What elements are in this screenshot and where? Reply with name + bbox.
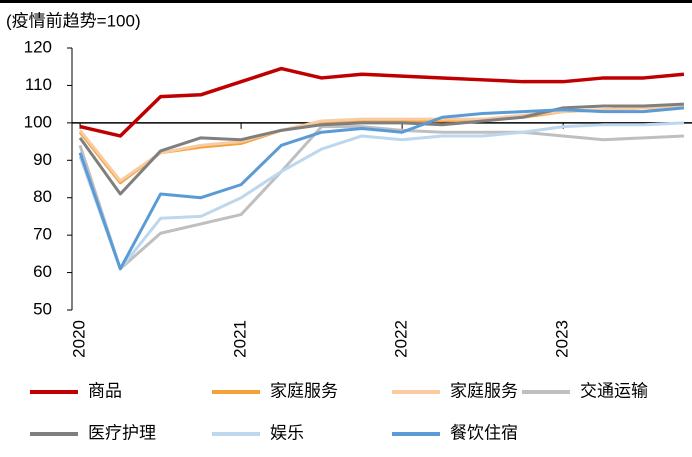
legend-label: 交通运输	[580, 381, 648, 400]
series-line	[78, 125, 685, 271]
legend-label: 家庭服务	[270, 381, 338, 400]
y-tick-label: 60	[33, 262, 52, 281]
y-axis-label: (疫情前趋势=100)	[6, 11, 141, 30]
y-tick-label: 110	[25, 75, 52, 94]
series-line	[79, 66, 685, 138]
series-line	[78, 104, 685, 183]
legend-label: 娱乐	[270, 423, 304, 442]
legend-label: 商品	[88, 381, 122, 400]
legend-label: 餐饮住宿	[450, 423, 518, 442]
y-tick-label: 50	[33, 299, 52, 318]
x-tick-label: 2022	[392, 320, 411, 358]
legend-label: 医疗护理	[88, 423, 156, 442]
x-tick-label: 2020	[70, 320, 89, 358]
series-line	[78, 102, 685, 196]
series-line	[78, 121, 685, 271]
series-line	[78, 106, 685, 271]
y-tick-label: 70	[33, 225, 52, 244]
top-border	[0, 0, 692, 3]
y-tick-label: 120	[24, 37, 52, 56]
y-tick-label: 100	[24, 112, 52, 131]
y-tick-label: 80	[33, 187, 52, 206]
x-tick-label: 2023	[553, 320, 572, 358]
y-tick-label: 90	[33, 150, 52, 169]
legend-label: 家庭服务	[450, 381, 518, 400]
x-tick-label: 2021	[231, 320, 250, 358]
